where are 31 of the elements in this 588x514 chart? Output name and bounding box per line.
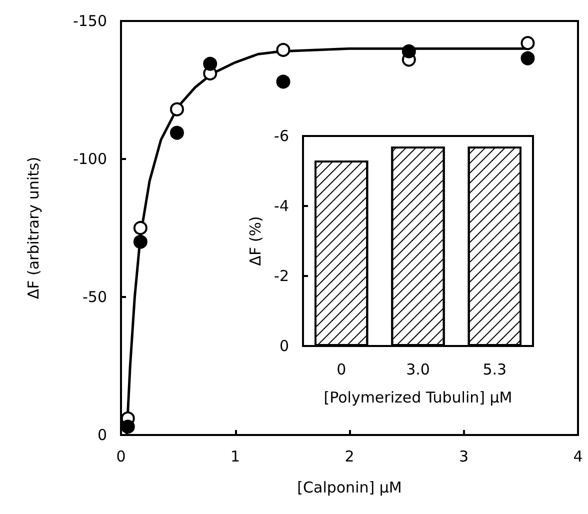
point bbox=[120, 420, 135, 434]
x-tick-label: 2 bbox=[344, 448, 354, 466]
point bbox=[170, 102, 184, 116]
point bbox=[276, 42, 290, 57]
y-tick-label: -4 bbox=[274, 197, 289, 215]
y-tick-label: -50 bbox=[82, 288, 107, 306]
y-tick-label: -6 bbox=[274, 127, 289, 145]
point bbox=[133, 221, 148, 235]
y-tick-label: 0 bbox=[97, 426, 107, 444]
x-tick-label: 4 bbox=[573, 448, 583, 466]
point bbox=[520, 51, 535, 66]
point bbox=[520, 36, 535, 50]
point bbox=[133, 234, 148, 249]
y-axis-title: ΔF (arbitrary units) bbox=[24, 156, 42, 300]
x-tick-label: 0 bbox=[116, 448, 126, 466]
point bbox=[276, 74, 290, 89]
point bbox=[402, 44, 416, 58]
x-axis-title: [Polymerized Tubulin] μM bbox=[324, 388, 512, 406]
x-tick-label: 3 bbox=[458, 448, 469, 466]
y-tick-label: 0 bbox=[279, 337, 289, 355]
point bbox=[170, 126, 184, 140]
x-tick-label: 5.3 bbox=[482, 360, 507, 378]
y-tick-label: -100 bbox=[72, 150, 107, 168]
x-tick-label: 0 bbox=[336, 360, 346, 378]
y-tick-label: -150 bbox=[72, 12, 107, 30]
point bbox=[203, 56, 218, 71]
x-axis-title: [Calponin] μM bbox=[297, 478, 402, 496]
x-tick-label: 3.0 bbox=[406, 360, 430, 378]
y-tick-label: -2 bbox=[274, 267, 289, 285]
x-tick-label: 1 bbox=[230, 448, 240, 466]
y-axis-title: ΔF (%) bbox=[246, 216, 264, 266]
